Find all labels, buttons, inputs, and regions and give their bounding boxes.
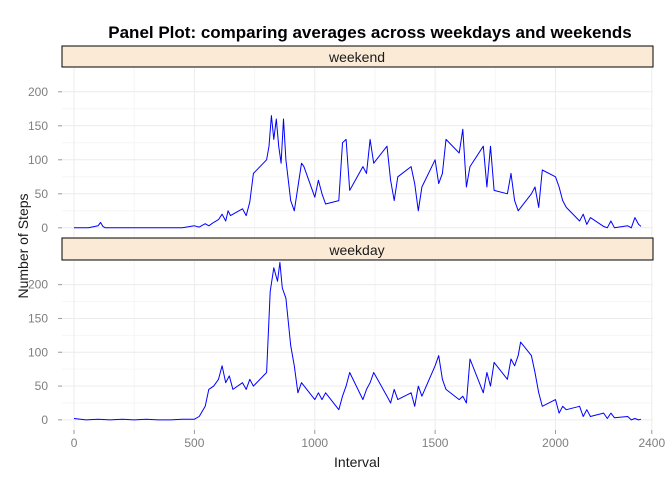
y-tick-label-weekend: 0 — [41, 221, 48, 235]
x-tick-label: 1500 — [422, 436, 449, 450]
x-axis: 0 500 1000 1500 2000 2400 — [71, 430, 665, 450]
y-axis-weekday: 0 50 100 150 200 — [28, 278, 62, 427]
x-tick-label: 2400 — [638, 436, 665, 450]
strip-label-weekday: weekday — [328, 242, 384, 258]
x-tick-label: 500 — [184, 436, 204, 450]
y-axis-title: Number of Steps — [15, 193, 31, 298]
gridlines-weekday — [62, 261, 653, 430]
gridlines-weekend — [62, 68, 653, 238]
y-tick-label-weekday: 150 — [28, 311, 48, 325]
panel-weekend: weekend 0 50 100 150 200 — [28, 45, 654, 238]
strip-label-weekend: weekend — [328, 49, 385, 65]
y-tick-label-weekend: 50 — [35, 187, 49, 201]
panel-weekday: weekday 0 50 100 150 200 — [28, 237, 654, 430]
y-tick-label-weekday: 200 — [28, 278, 48, 292]
x-tick-label: 1000 — [301, 436, 328, 450]
y-tick-label-weekend: 100 — [28, 153, 48, 167]
series-line-weekday — [73, 261, 642, 421]
x-axis-title: Interval — [334, 454, 380, 470]
y-tick-label-weekend: 150 — [28, 119, 48, 133]
y-tick-label-weekday: 50 — [35, 379, 49, 393]
y-tick-label-weekday: 0 — [41, 413, 48, 427]
y-tick-label-weekend: 200 — [28, 85, 48, 99]
series-line-weekend — [74, 115, 642, 229]
y-tick-label-weekday: 100 — [28, 345, 48, 359]
strip-weekend — [61, 45, 654, 68]
strip-weekday — [61, 237, 654, 261]
x-tick-label: 2000 — [542, 436, 569, 450]
x-tick-label: 0 — [71, 436, 78, 450]
y-axis-weekend: 0 50 100 150 200 — [28, 85, 62, 235]
chart-title: Panel Plot: comparing averages across we… — [108, 23, 631, 42]
